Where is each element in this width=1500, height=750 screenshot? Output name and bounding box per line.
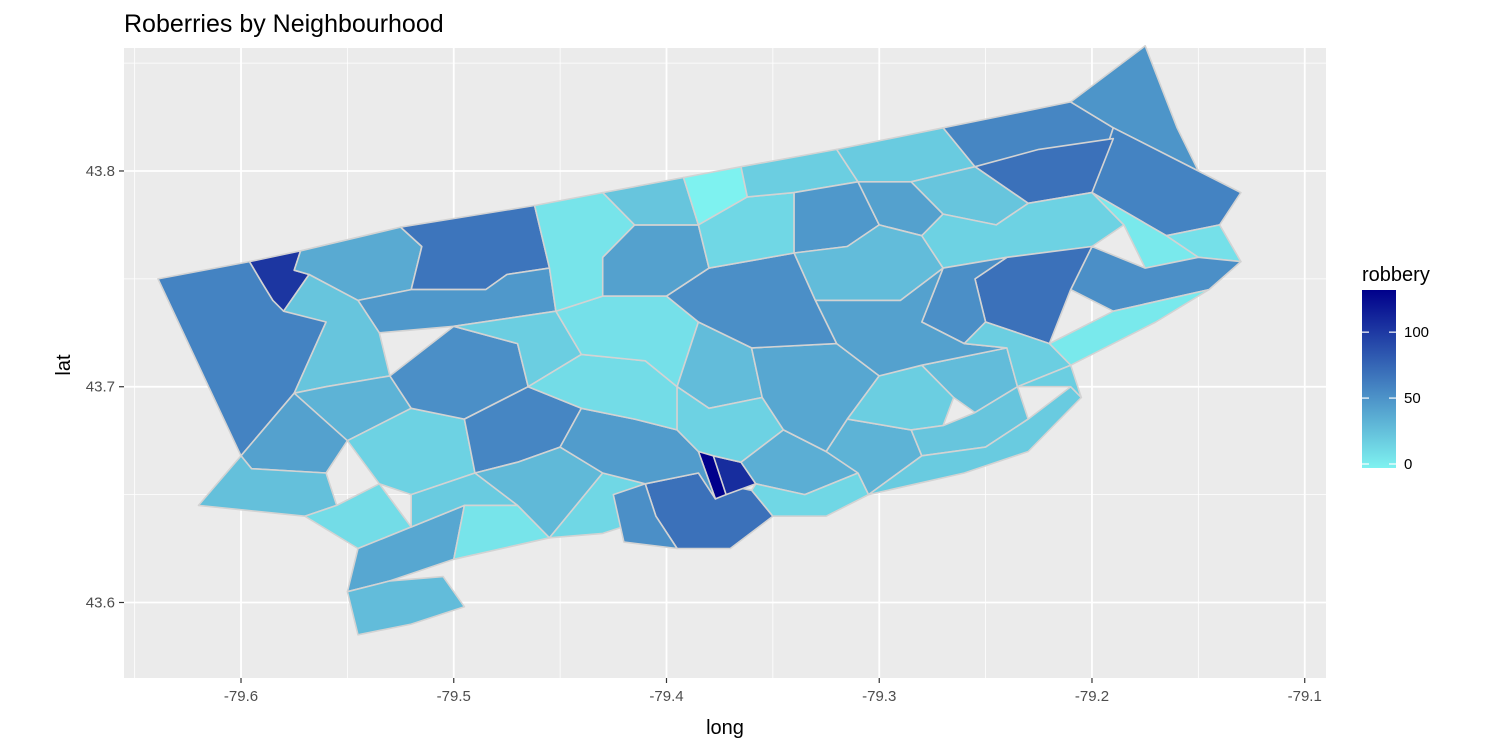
neighbourhood-polygon <box>612 482 678 550</box>
y-axis-title: lat <box>53 354 75 376</box>
x-tick-label: -79.2 <box>1075 688 1109 705</box>
y-tick-label: 43.8 <box>86 163 115 180</box>
legend-tick-label: 50 <box>1404 390 1421 407</box>
neighbourhood-polygon <box>1048 288 1210 367</box>
legend-colorbar <box>1362 290 1396 468</box>
legend-tick-label: 100 <box>1404 324 1429 341</box>
legend-title: robbery <box>1362 264 1430 286</box>
x-axis-title: long <box>706 717 744 739</box>
x-tick-label: -79.5 <box>437 688 471 705</box>
axes: -79.6 -79.5 -79.4 -79.3 -79.2 -79.1 43.6 43.7 43… <box>86 163 1322 705</box>
x-tick-label: -79.6 <box>224 688 258 705</box>
x-tick-label: -79.4 <box>649 688 683 705</box>
neighbourhood-polygon <box>1016 364 1083 399</box>
legend-ticks: 0 50 100 <box>1362 324 1429 473</box>
neighbourhood-polygons <box>157 44 1242 636</box>
x-tick-label: -79.1 <box>1288 688 1322 705</box>
neighbourhood-polygon <box>346 575 466 636</box>
y-tick-label: 43.6 <box>86 594 115 611</box>
y-tick-label: 43.7 <box>86 379 115 396</box>
neighbourhood-polygon <box>750 472 870 518</box>
neighbourhood-polygon <box>814 267 1008 377</box>
legend: robbery 0 50 100 <box>1362 264 1430 473</box>
chart-title: Roberries by Neighbourhood <box>124 10 444 38</box>
x-tick-label: -79.3 <box>862 688 896 705</box>
legend-tick-label: 0 <box>1404 456 1412 473</box>
neighbourhood-polygon <box>1069 44 1200 172</box>
neighbourhood-polygon <box>920 191 1125 269</box>
neighbourhood-polygon <box>1069 245 1242 313</box>
